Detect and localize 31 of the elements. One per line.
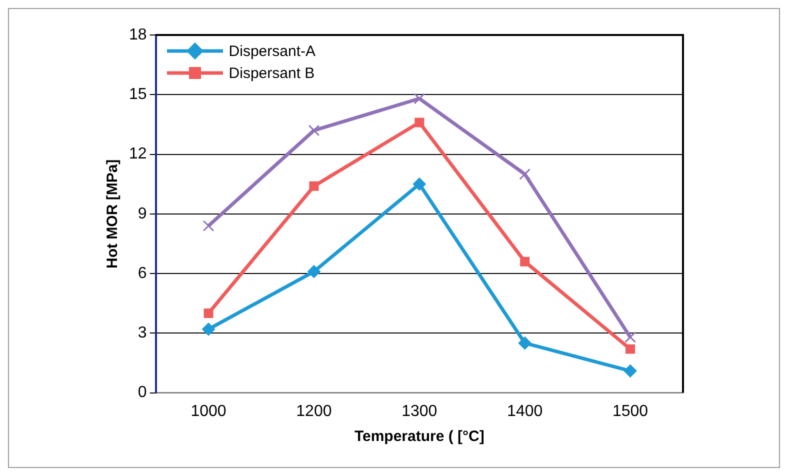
point: [307, 265, 320, 278]
x-tick-label: 1300: [402, 402, 438, 420]
point: [414, 118, 424, 128]
point: [624, 364, 637, 378]
y-tick-label: 15: [129, 86, 147, 104]
point: [202, 322, 216, 336]
legend-label: Dispersant B: [228, 64, 315, 82]
y-tick-label: 12: [129, 146, 147, 163]
y-tick-label: 18: [129, 26, 147, 44]
point: [204, 308, 214, 318]
point: [519, 168, 531, 180]
y-tick-label: 6: [138, 264, 147, 282]
point: [624, 331, 636, 343]
point: [626, 344, 636, 354]
point: [414, 92, 426, 104]
x-tick-label: 1000: [190, 402, 226, 420]
y-tick-label: 3: [138, 324, 147, 342]
point: [520, 256, 530, 266]
point: [518, 336, 532, 350]
y-axis-title: Hot MOR [MPa]: [104, 159, 122, 268]
x-axis-title: Temperature ( [°C]: [354, 428, 484, 446]
point: [308, 124, 320, 136]
point: [412, 178, 426, 191]
x-tick-label: 1500: [612, 402, 648, 420]
x-tick-label: 1200: [296, 402, 332, 420]
point: [309, 181, 319, 191]
y-tick-label: 0: [138, 384, 147, 402]
y-tick-label: 9: [138, 205, 147, 222]
legend-label: Dispersant-A: [228, 42, 316, 60]
point: [202, 220, 214, 232]
x-tick-label: 1400: [507, 402, 543, 420]
